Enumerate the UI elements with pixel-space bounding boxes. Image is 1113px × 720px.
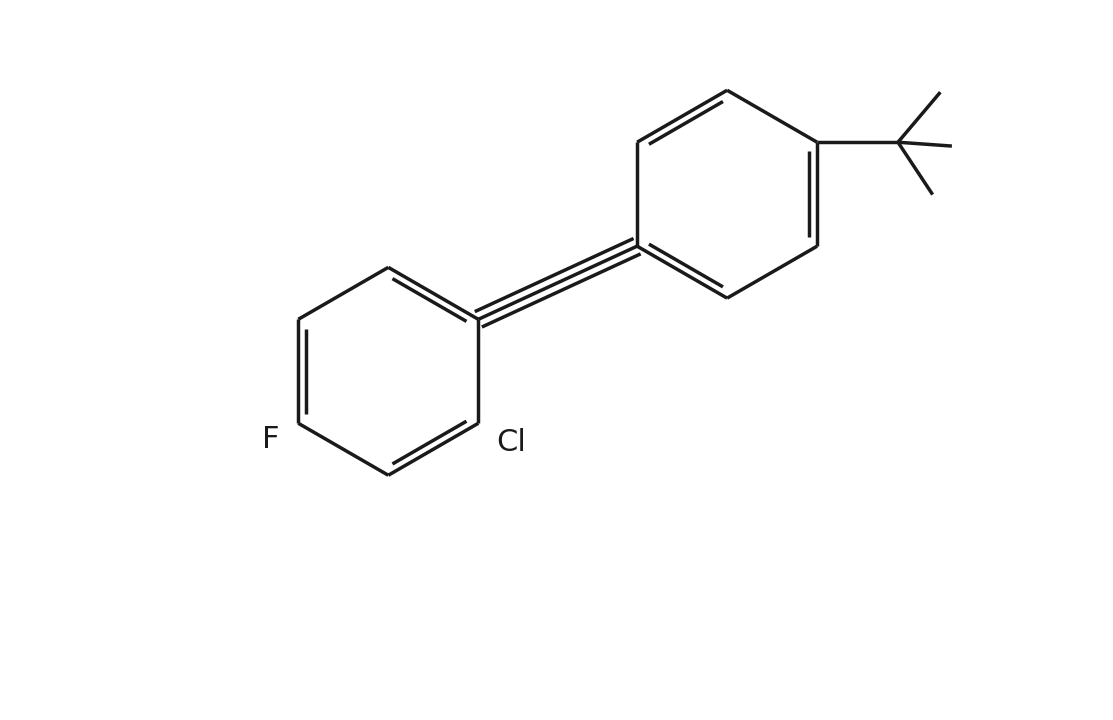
Text: F: F — [262, 425, 279, 454]
Text: Cl: Cl — [496, 428, 526, 457]
